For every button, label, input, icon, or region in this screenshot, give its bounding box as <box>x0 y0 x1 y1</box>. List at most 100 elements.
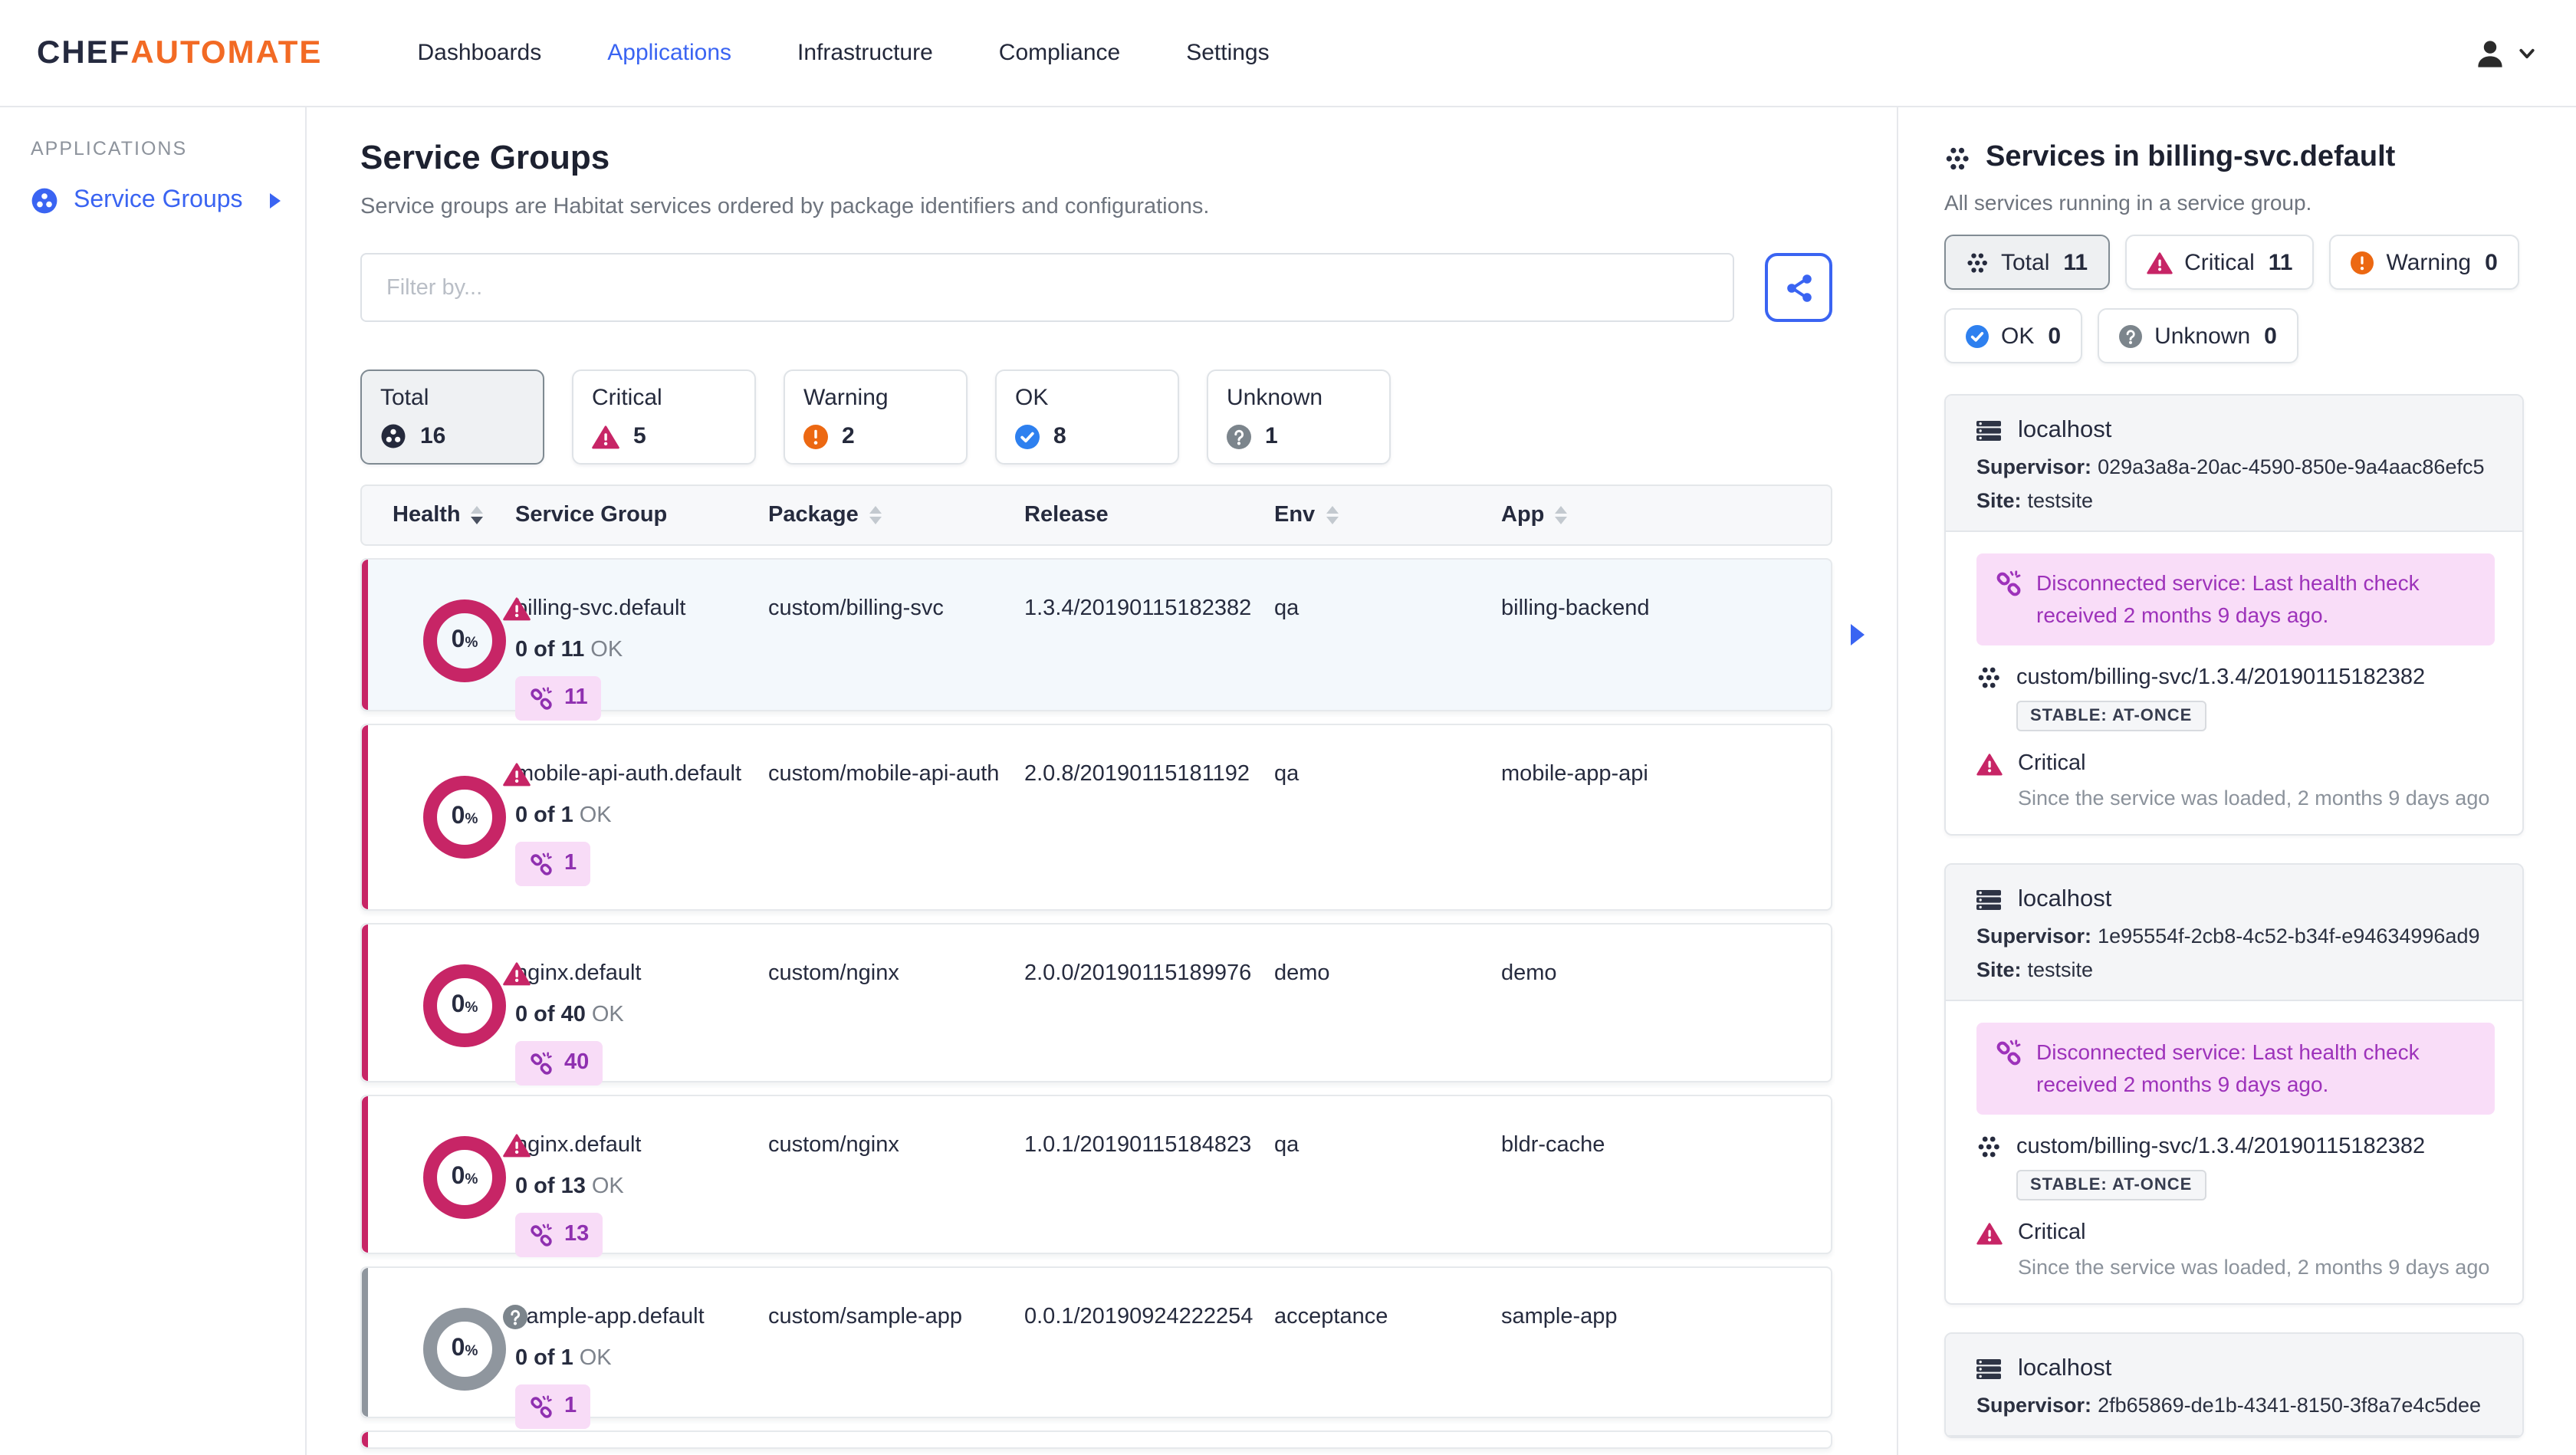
status-label: OK <box>1015 385 1049 411</box>
chef-automate-logo[interactable]: CHEFAUTOMATE <box>37 34 322 71</box>
critical-icon <box>592 425 619 448</box>
row-open-chevron-icon[interactable] <box>1851 624 1865 645</box>
health-cell: 0% <box>393 1268 527 1429</box>
host-line: localhost <box>1976 417 2492 445</box>
status-label: Unknown <box>1227 385 1323 411</box>
column-header-app[interactable]: App <box>1501 503 1831 527</box>
detail-badge-critical[interactable]: Critical 11 <box>2124 235 2315 290</box>
disconnected-badge[interactable]: 11 <box>515 676 602 721</box>
detail-status-badges: Total 11 Critical 11 Warning 0 OK 0 Unknown 0 <box>1944 235 2524 363</box>
since-text: Since the service was loaded, 2 months 9… <box>2018 1256 2490 1279</box>
env-cell: qa <box>1274 596 1300 621</box>
app-cell: demo <box>1501 961 1557 986</box>
status-filter-warning[interactable]: Warning 2 <box>784 369 968 465</box>
health-donut: 0% <box>423 964 506 1047</box>
nav-settings[interactable]: Settings <box>1186 40 1270 66</box>
service-card-header: localhost Supervisor: 2fb65869-de1b-4341-… <box>1946 1334 2522 1437</box>
package-cell: custom/mobile-api-auth <box>768 762 1000 787</box>
health-cell: 0% <box>393 925 531 1086</box>
table-row-billing-svc[interactable]: 0% billing-svc.default 0 of 11 OK 11 cust… <box>360 558 1865 721</box>
sort-icon[interactable] <box>1326 506 1339 524</box>
sort-icon[interactable] <box>471 506 484 524</box>
status-label: Total <box>380 385 429 411</box>
service-group-cell: mobile-api-auth.default 0 of 1 OK 1 <box>515 725 768 909</box>
top-navbar: CHEFAUTOMATE Dashboards Applications Inf… <box>0 0 2576 107</box>
app-cell: bldr-cache <box>1501 1133 1605 1158</box>
supervisor-line: Supervisor: 1e95554f-2cb8-4c52-b34f-e9463… <box>1976 925 2480 948</box>
nav-dashboards[interactable]: Dashboards <box>417 40 542 66</box>
column-header-release: Release <box>1024 503 1109 527</box>
ok-count: 0 of 11 OK <box>515 638 623 663</box>
service-cards: localhost Supervisor: 029a3a8a-20ac-4590-… <box>1944 394 2524 1438</box>
detail-badge-ok[interactable]: OK 0 <box>1944 308 2083 363</box>
table-row-partial[interactable] <box>360 1430 1832 1449</box>
service-group-name: mobile-api-auth.default <box>515 762 742 787</box>
status-filter-unknown[interactable]: Unknown 1 <box>1207 369 1391 465</box>
critical-icon <box>503 597 531 621</box>
nav-applications[interactable]: Applications <box>607 40 732 66</box>
disconnected-badge[interactable]: 40 <box>515 1041 603 1086</box>
share-button[interactable] <box>1765 253 1832 322</box>
release-cell: 2.0.8/20190115181192 <box>1024 762 1250 787</box>
disconnected-badge[interactable]: 1 <box>515 1384 591 1430</box>
status-count: 1 <box>1265 423 1278 449</box>
table-row-sample-app[interactable]: 0% sample-app.default 0 of 1 OK 1 custom/… <box>360 1266 1832 1430</box>
chevron-down-icon <box>2519 48 2535 58</box>
column-header-package[interactable]: Package <box>768 503 1024 527</box>
service-groups-icon <box>31 188 58 214</box>
release-cell: 1.3.4/20190115182382 <box>1024 596 1252 621</box>
broken-link-icon <box>1995 1040 2022 1067</box>
ok-count: 0 of 40 OK <box>515 1003 624 1028</box>
disconnected-badge[interactable]: 13 <box>515 1213 603 1258</box>
nav-compliance[interactable]: Compliance <box>998 40 1121 66</box>
logo-chef: CHEF <box>37 34 131 70</box>
services-icon <box>1946 146 1969 169</box>
health-status-line: Critical <box>1976 751 2495 776</box>
site-line: Site: testsite <box>1976 958 2094 981</box>
table-row-nginx-demo[interactable]: 0% nginx.default 0 of 40 OK 40 custom/ngi… <box>360 923 1832 1086</box>
release-cell: 1.0.1/20190115184823 <box>1024 1133 1252 1158</box>
package-cell: custom/nginx <box>768 1133 899 1158</box>
detail-panel-title: Services in billing-svc.default <box>1944 141 2524 175</box>
table-row-mobile-api-auth[interactable]: 0% mobile-api-auth.default 0 of 1 OK 1 cu… <box>360 724 1832 911</box>
broken-link-icon <box>1995 570 2022 598</box>
user-menu[interactable] <box>2473 36 2536 70</box>
health-donut: 0% <box>423 1135 506 1219</box>
server-icon <box>1976 890 2001 910</box>
detail-badge-unknown[interactable]: Unknown 0 <box>2098 308 2298 363</box>
package-cell: custom/nginx <box>768 961 899 986</box>
status-filter-ok[interactable]: OK 8 <box>995 369 1179 465</box>
sort-icon[interactable] <box>869 506 882 524</box>
status-filter-critical[interactable]: Critical 5 <box>572 369 756 465</box>
status-filter-row: Total 16 Critical 5 Warning 2 OK 8 Unkno… <box>360 369 1832 465</box>
service-card: localhost Supervisor: 1e95554f-2cb8-4c52-… <box>1944 863 2524 1305</box>
critical-icon <box>1976 753 2003 775</box>
host-name: localhost <box>2018 1355 2112 1381</box>
app-cell: billing-backend <box>1501 596 1650 621</box>
service-card-body: Disconnected service: Last health check … <box>1946 1001 2522 1303</box>
app-cell: sample-app <box>1501 1305 1618 1329</box>
channel-badge: STABLE: AT-ONCE <box>2016 1170 2206 1200</box>
sort-icon[interactable] <box>1555 506 1568 524</box>
channel-badge: STABLE: AT-ONCE <box>2016 701 2206 731</box>
health-donut: 0% <box>423 776 506 859</box>
critical-icon <box>503 962 531 986</box>
filter-input[interactable] <box>360 253 1734 322</box>
detail-badge-total[interactable]: Total 11 <box>1944 235 2110 290</box>
broken-link-icon <box>529 686 554 711</box>
service-card-header: localhost Supervisor: 1e95554f-2cb8-4c52-… <box>1946 865 2522 1001</box>
service-card-header: localhost Supervisor: 029a3a8a-20ac-4590-… <box>1946 396 2522 532</box>
status-filter-total[interactable]: Total 16 <box>360 369 544 465</box>
detail-badge-warning[interactable]: Warning 0 <box>2329 235 2519 290</box>
sidebar-item-service-groups[interactable]: Service Groups <box>0 181 305 221</box>
disconnected-badge[interactable]: 1 <box>515 842 591 887</box>
host-name: localhost <box>2018 417 2112 443</box>
table-row-nginx-qa[interactable]: 0% nginx.default 0 of 13 OK 13 custom/ngi… <box>360 1095 1832 1258</box>
nav-infrastructure[interactable]: Infrastructure <box>797 40 933 66</box>
unknown-icon <box>1227 424 1251 448</box>
host-line: localhost <box>1976 886 2492 914</box>
env-cell: acceptance <box>1274 1305 1388 1329</box>
column-header-env[interactable]: Env <box>1274 503 1501 527</box>
column-header-health[interactable]: Health <box>393 503 515 527</box>
